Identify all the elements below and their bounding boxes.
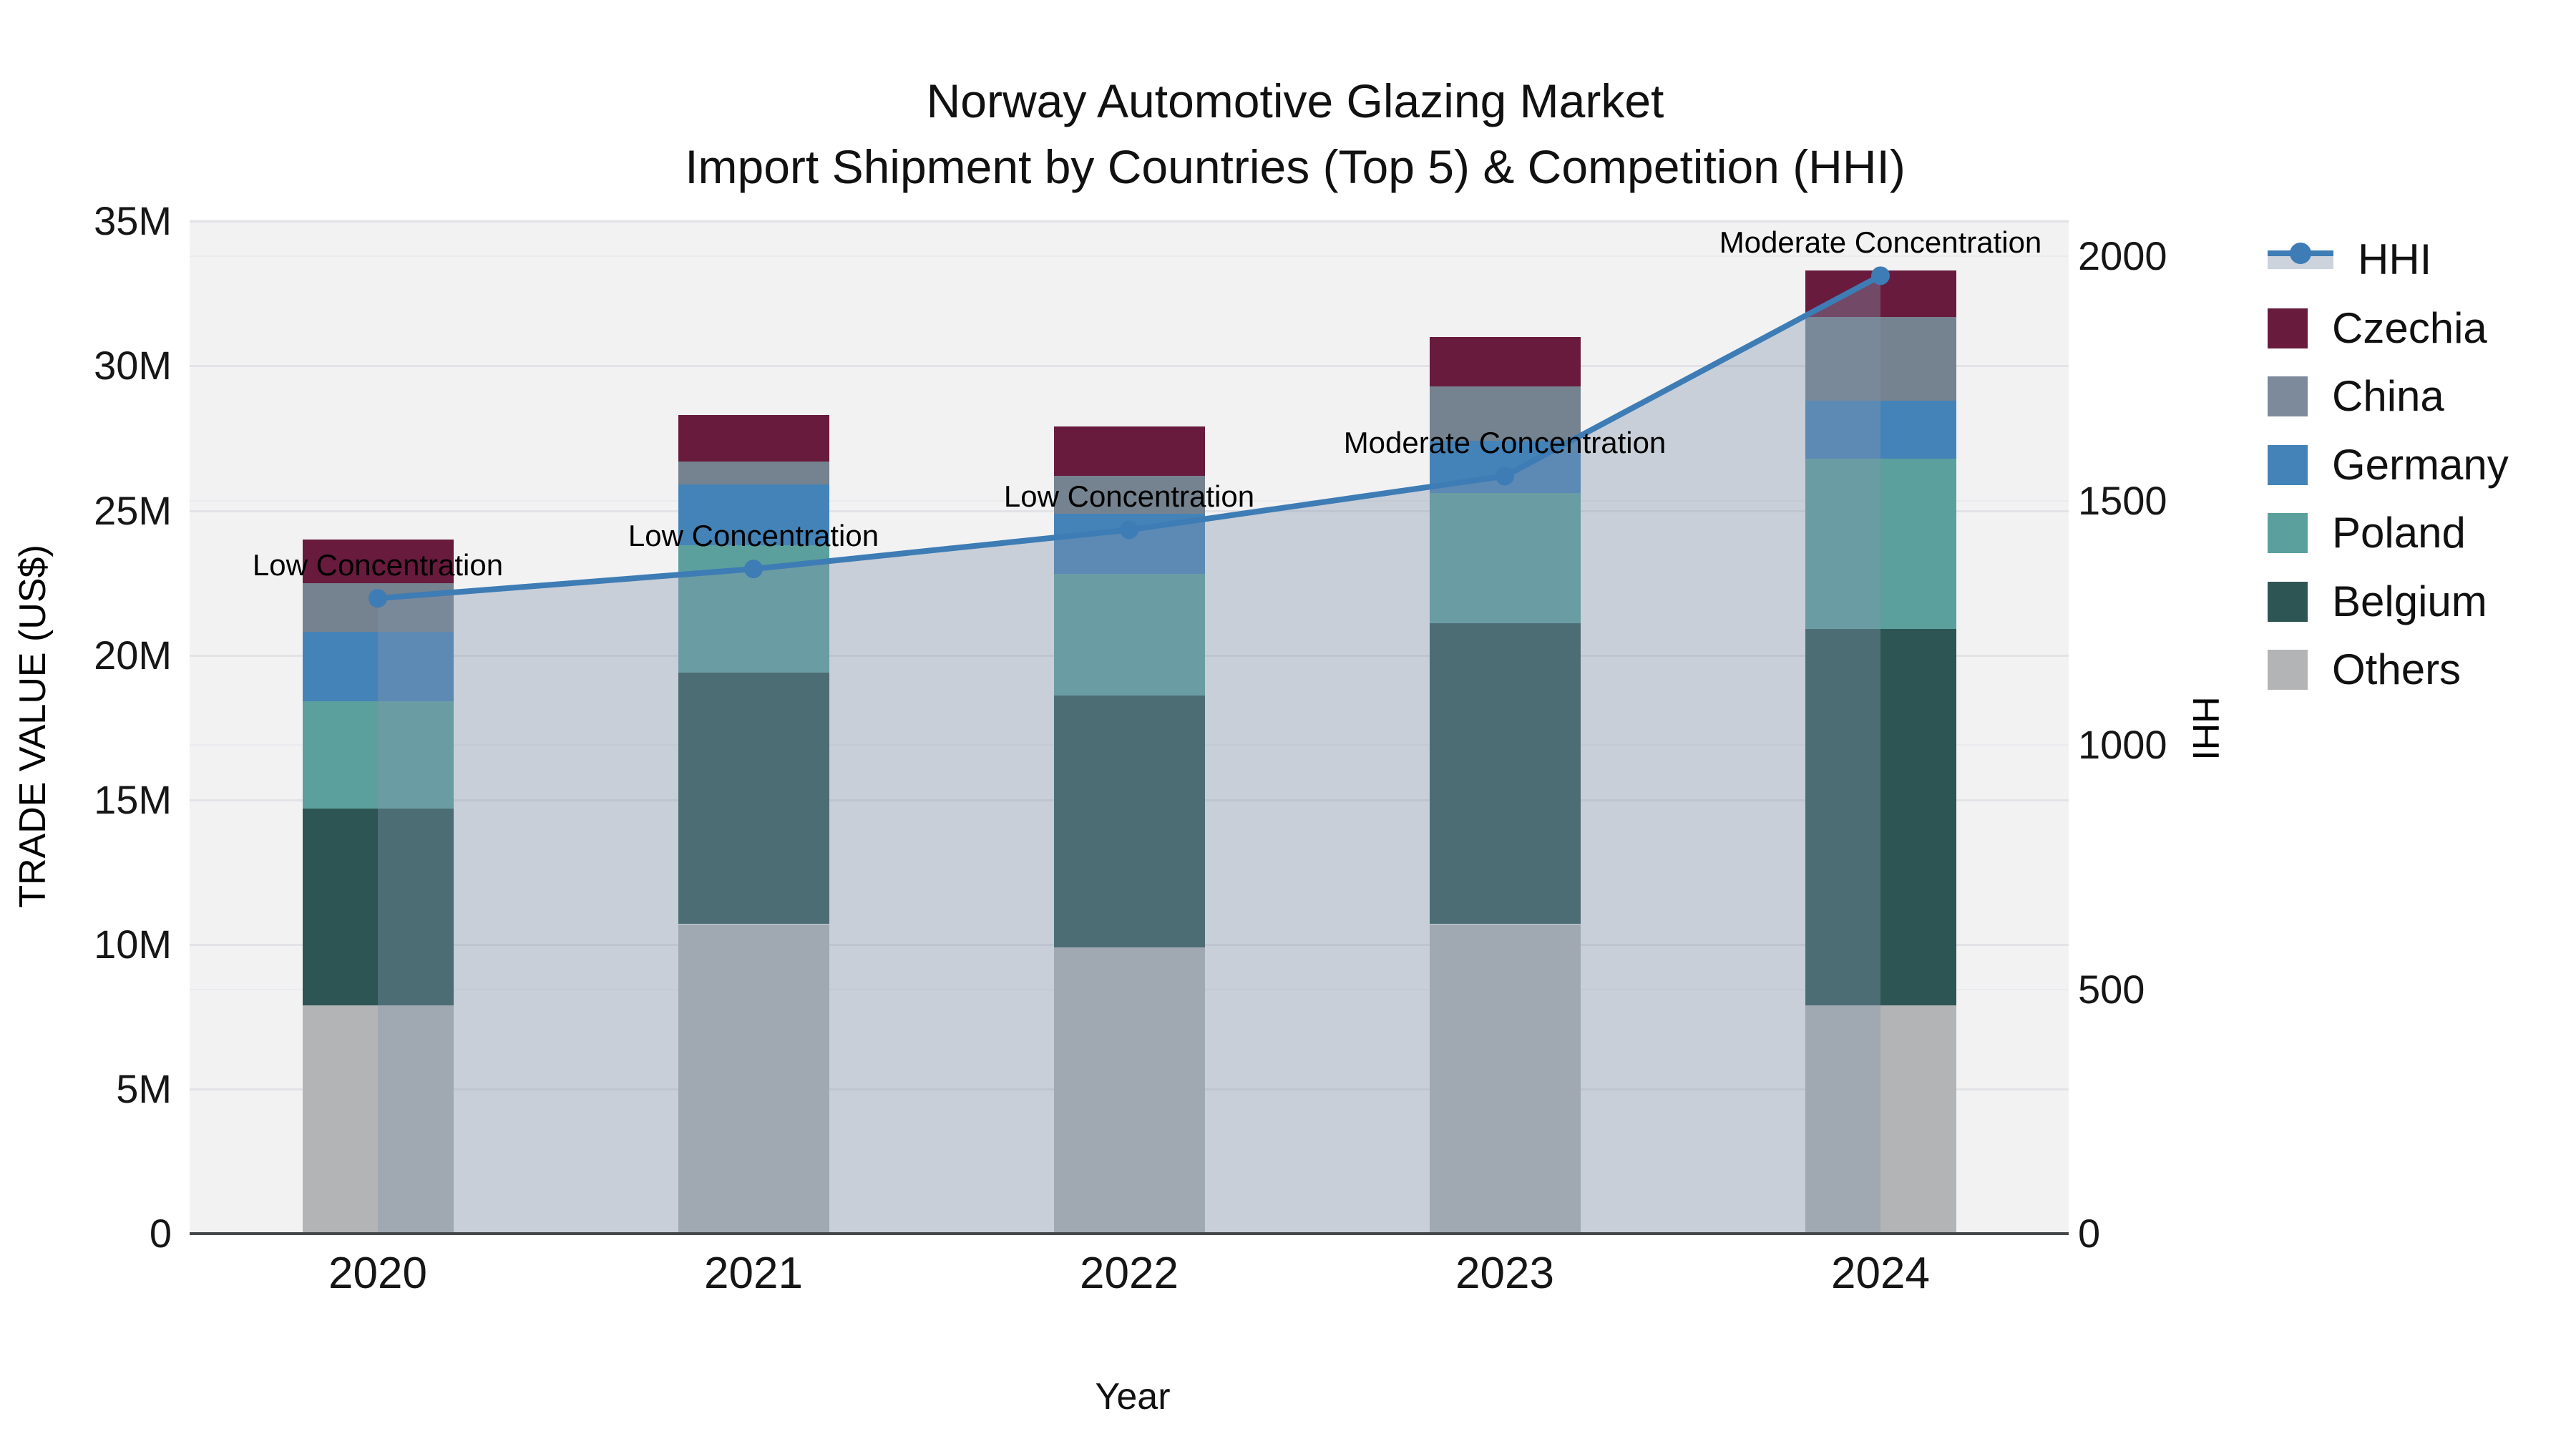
y-left-tick-0: 0: [149, 1211, 172, 1256]
legend-label: Germany: [2332, 440, 2509, 489]
hhi-legend-icon: [2268, 243, 2333, 275]
bar-segment-belgium-2021: [678, 672, 829, 924]
bar-segment-others-2024: [1805, 1005, 1956, 1234]
y-left-tick-5M: 5M: [116, 1065, 172, 1111]
y-right-tick-2000: 2000: [2078, 233, 2167, 278]
legend-item-poland[interactable]: Poland: [2268, 512, 2466, 555]
bar-segment-belgium-2023: [1429, 623, 1581, 924]
hhi-marker-2022: [1120, 520, 1138, 540]
annotation-2024: Moderate Concentration: [1719, 225, 2042, 260]
bar-segment-poland-2022: [1053, 574, 1205, 696]
x-tick-2023: 2023: [1455, 1249, 1554, 1298]
gridline: [190, 365, 2069, 368]
legend-swatch-belgium: [2268, 581, 2308, 622]
bar-segment-germany-2024: [1805, 400, 1956, 459]
gridline: [190, 220, 2069, 223]
bar-segment-czechia-2020: [302, 539, 454, 583]
bar-segment-others-2020: [302, 1005, 454, 1234]
chart-title: Norway Automotive Glazing Market Import …: [685, 68, 1906, 200]
legend-label: China: [2332, 372, 2444, 420]
chart-title-line2: Import Shipment by Countries (Top 5) & C…: [685, 140, 1906, 193]
legend-label: Poland: [2332, 509, 2466, 557]
gridline: [190, 255, 2069, 257]
bar-segment-poland-2023: [1429, 493, 1581, 624]
bar-segment-czechia-2022: [1053, 426, 1205, 476]
bar-segment-others-2021: [678, 924, 829, 1234]
hhi-area-fill: [378, 275, 1880, 1234]
legend-label: Czechia: [2332, 303, 2487, 352]
hhi-marker-2021: [744, 560, 763, 579]
legend-label: HHI: [2358, 235, 2432, 283]
y-left-tick-30M: 30M: [94, 343, 172, 389]
bar-segment-others-2023: [1429, 924, 1581, 1234]
bar-segment-belgium-2024: [1805, 629, 1956, 1005]
legend-swatch-others: [2268, 650, 2308, 690]
bar-segment-belgium-2020: [302, 808, 454, 1005]
y-right-tick-500: 500: [2078, 966, 2145, 1012]
legend-item-china[interactable]: China: [2268, 375, 2444, 418]
x-tick-2021: 2021: [704, 1249, 803, 1298]
chart-title-line1: Norway Automotive Glazing Market: [926, 74, 1664, 127]
legend-swatch-poland: [2268, 513, 2308, 553]
bar-segment-germany-2020: [302, 632, 454, 702]
y-left-tick-25M: 25M: [94, 487, 172, 533]
legend-swatch-germany: [2268, 444, 2308, 485]
y-left-tick-20M: 20M: [94, 632, 172, 678]
y-left-tick-10M: 10M: [94, 921, 172, 967]
y-right-tick-1500: 1500: [2078, 477, 2167, 523]
annotation-2020: Low Concentration: [252, 548, 504, 582]
legend-item-belgium[interactable]: Belgium: [2268, 580, 2487, 623]
legend-swatch-china: [2268, 376, 2308, 416]
bar-segment-czechia-2021: [678, 415, 829, 462]
x-tick-2024: 2024: [1831, 1249, 1930, 1298]
bar-segment-belgium-2022: [1053, 696, 1205, 947]
y-left-tick-15M: 15M: [94, 776, 172, 822]
annotation-2021: Low Concentration: [628, 519, 879, 553]
legend-item-czechia[interactable]: Czechia: [2268, 303, 2487, 352]
legend-label: Belgium: [2332, 577, 2487, 625]
bar-segment-poland-2020: [302, 701, 454, 809]
legend-swatch-czechia: [2268, 308, 2308, 348]
annotation-2023: Moderate Concentration: [1343, 426, 1667, 460]
y-left-tick-35M: 35M: [94, 198, 172, 244]
hhi-marker-2020: [369, 589, 387, 608]
y-right-tick-1000: 1000: [2078, 722, 2167, 767]
hhi-marker-2024: [1871, 266, 1890, 286]
x-axis-line: [190, 1232, 2069, 1235]
bar-segment-czechia-2023: [1429, 336, 1581, 386]
bar-segment-china-2021: [678, 461, 829, 485]
legend-item-hhi[interactable]: HHI: [2268, 238, 2431, 281]
legend-label: Others: [2332, 645, 2462, 693]
hhi-dot-icon: [2290, 243, 2311, 264]
bar-segment-others-2022: [1053, 947, 1205, 1234]
annotation-2022: Low Concentration: [1003, 479, 1255, 514]
y-right-tick-0: 0: [2078, 1211, 2101, 1256]
x-tick-2020: 2020: [328, 1249, 427, 1298]
x-axis-title: Year: [1095, 1376, 1171, 1418]
legend-item-others[interactable]: Others: [2268, 648, 2461, 691]
bar-segment-poland-2024: [1805, 458, 1956, 630]
bar-segment-china-2023: [1429, 386, 1581, 441]
hhi-marker-2023: [1496, 467, 1514, 486]
bar-segment-china-2024: [1805, 316, 1956, 401]
bar-segment-germany-2021: [678, 484, 829, 545]
x-tick-2022: 2022: [1080, 1249, 1179, 1298]
bar-segment-china-2022: [1053, 475, 1205, 514]
legend-item-germany[interactable]: Germany: [2268, 440, 2509, 489]
